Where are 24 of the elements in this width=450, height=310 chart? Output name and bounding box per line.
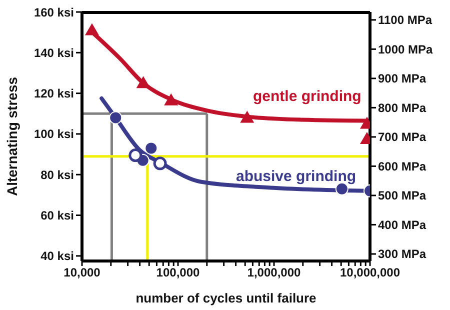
series-label: abusive grinding <box>236 168 356 185</box>
x-tick-label: 10,000,000 <box>340 266 400 280</box>
y-tick-label: 80 ksi <box>40 168 74 182</box>
y2-tick-label: 900 MPa <box>378 72 426 86</box>
x-tick-label: 100,000 <box>156 266 200 280</box>
x-tick-label: 1,000,000 <box>247 266 302 280</box>
y-tick-label: 160 ksi <box>34 5 74 20</box>
y2-tick-label: 1100 MPa <box>378 13 432 28</box>
x-tick-label: 10,000 <box>64 266 101 280</box>
y2-tick-label: 600 MPa <box>378 159 426 174</box>
y-tick-label: 40 ksi <box>40 249 74 264</box>
y2-tick-label: 700 MPa <box>378 130 426 144</box>
y-tick-label: 120 ksi <box>34 86 74 101</box>
y-axis-title: Alternating stress <box>4 76 20 196</box>
y2-tick-label: 800 MPa <box>378 100 426 115</box>
y2-tick-label: 300 MPa <box>378 247 426 262</box>
y2-tick-label: 1000 MPa <box>378 42 434 56</box>
x-axis-title: number of cycles until failure <box>136 290 316 306</box>
y2-tick-label: 500 MPa <box>378 188 426 203</box>
y-tick-label: 100 ksi <box>34 127 74 142</box>
y-tick-label: 60 ksi <box>40 208 74 223</box>
y-tick-label: 140 ksi <box>34 46 74 60</box>
series-label: gentle grinding <box>253 88 362 105</box>
y2-tick-label: 400 MPa <box>378 218 426 232</box>
